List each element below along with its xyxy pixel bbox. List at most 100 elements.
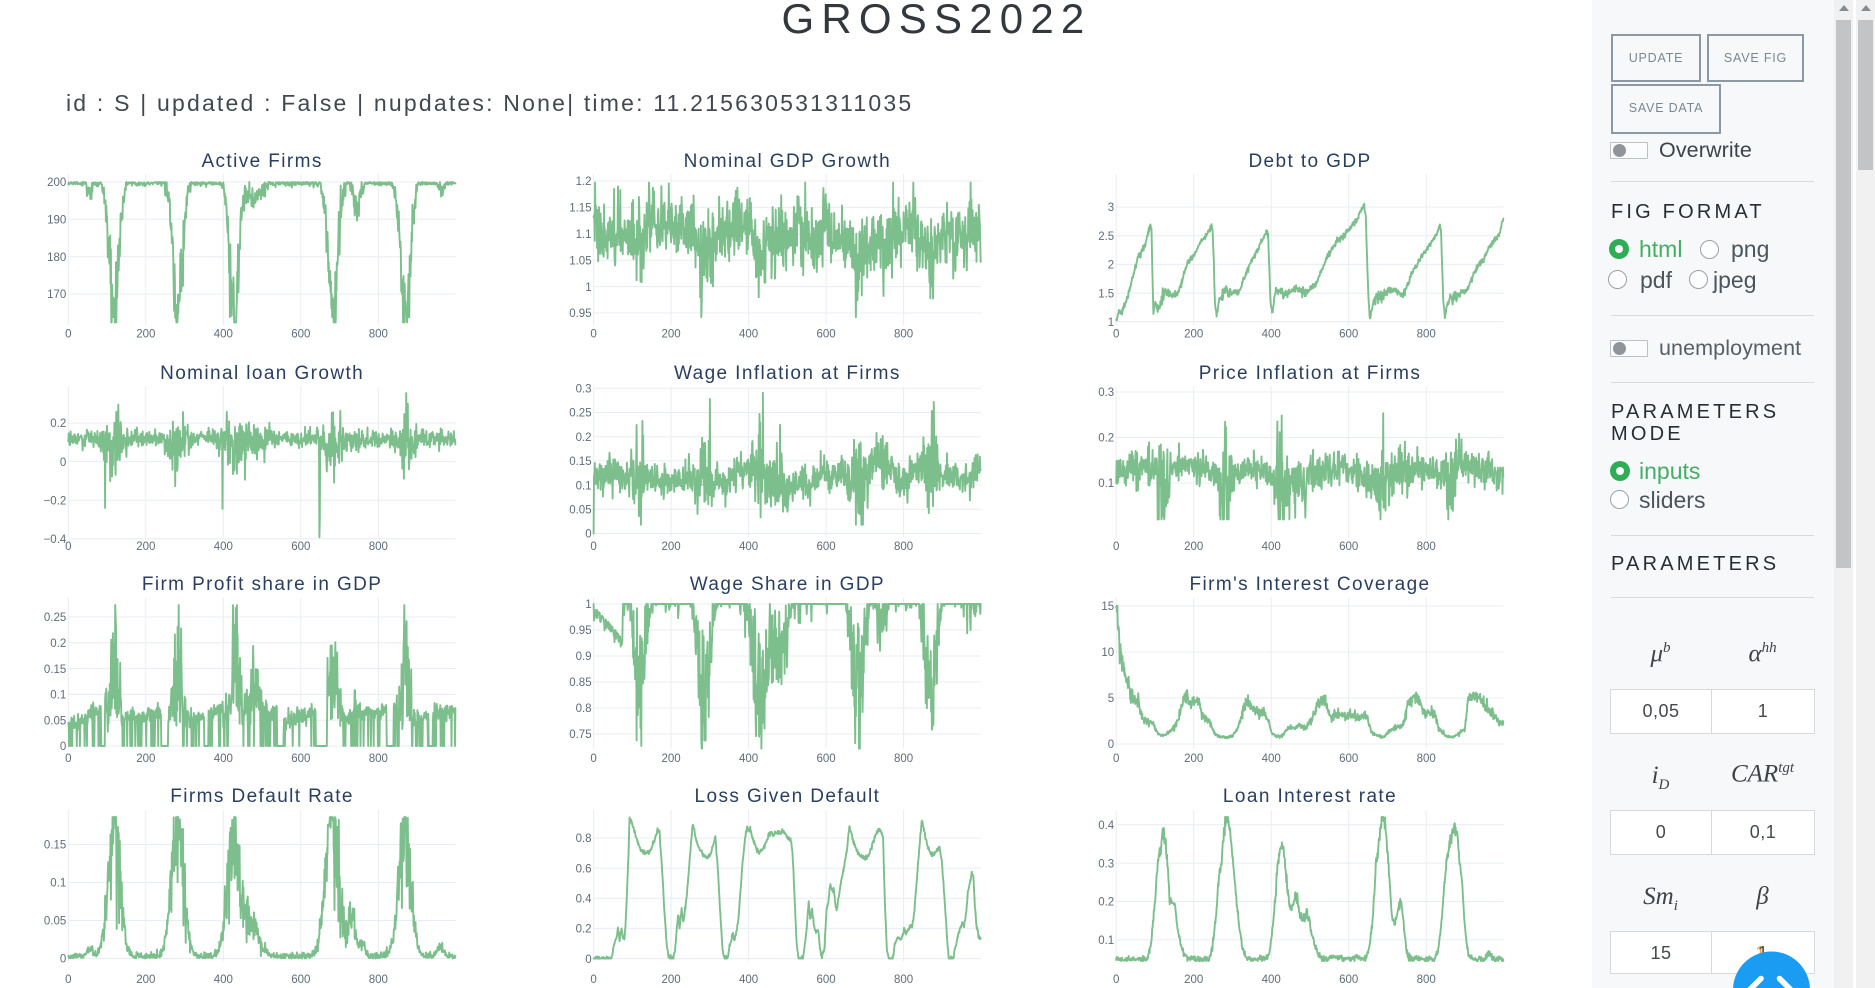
svg-text:800: 800 [1417,753,1436,765]
svg-text:−0.4: −0.4 [44,534,67,546]
svg-text:1.5: 1.5 [1098,288,1114,300]
svg-text:0.95: 0.95 [569,308,591,320]
svg-text:200: 200 [1184,328,1203,340]
svg-text:0.75: 0.75 [569,729,591,741]
svg-text:0.1: 0.1 [50,878,66,890]
svg-text:400: 400 [1262,753,1281,765]
svg-text:600: 600 [817,974,836,986]
svg-text:180: 180 [47,252,66,264]
svg-text:Nominal GDP Growth: Nominal GDP Growth [684,151,892,172]
svg-text:170: 170 [47,289,66,301]
svg-text:0: 0 [65,541,71,553]
svg-text:15: 15 [1101,601,1114,613]
svg-text:Firms Default Rate: Firms Default Rate [170,786,354,807]
svg-text:400: 400 [739,541,758,553]
svg-text:400: 400 [1262,328,1281,340]
svg-text:1: 1 [1108,317,1114,329]
svg-text:0: 0 [590,753,596,765]
svg-text:800: 800 [369,328,388,340]
svg-text:0: 0 [60,457,66,469]
svg-text:0.2: 0.2 [50,418,66,430]
svg-text:200: 200 [1184,974,1203,986]
svg-text:0.95: 0.95 [569,625,591,637]
svg-text:0.1: 0.1 [576,480,592,492]
svg-text:400: 400 [739,328,758,340]
svg-text:0.05: 0.05 [44,916,66,928]
svg-text:0: 0 [1113,974,1119,986]
svg-text:Firm Profit share in GDP: Firm Profit share in GDP [142,574,383,595]
svg-text:2.5: 2.5 [1098,231,1114,243]
svg-text:Firm's Interest Coverage: Firm's Interest Coverage [1189,574,1430,595]
svg-text:400: 400 [739,753,758,765]
svg-text:400: 400 [1262,541,1281,553]
svg-text:Active Firms: Active Firms [201,151,322,172]
svg-text:600: 600 [1339,753,1358,765]
svg-text:0.3: 0.3 [1098,858,1114,870]
svg-text:600: 600 [817,753,836,765]
svg-text:2: 2 [1108,260,1114,272]
svg-text:800: 800 [894,328,913,340]
svg-text:0.15: 0.15 [569,456,591,468]
svg-text:Wage Inflation at Firms: Wage Inflation at Firms [674,363,901,384]
svg-text:0: 0 [65,328,71,340]
svg-text:400: 400 [214,753,233,765]
svg-text:600: 600 [1339,328,1358,340]
svg-text:0.3: 0.3 [576,384,592,396]
svg-text:0: 0 [65,753,71,765]
svg-text:200: 200 [47,177,66,189]
svg-text:600: 600 [291,753,310,765]
svg-text:10: 10 [1101,647,1114,659]
svg-text:800: 800 [894,753,913,765]
svg-text:800: 800 [1417,974,1436,986]
svg-text:5: 5 [1108,693,1114,705]
svg-text:Loan Interest rate: Loan Interest rate [1223,786,1397,807]
svg-text:0: 0 [1108,739,1114,751]
svg-text:Loss Given Default: Loss Given Default [695,786,881,807]
svg-text:0: 0 [1113,753,1119,765]
svg-text:600: 600 [291,974,310,986]
svg-text:0.6: 0.6 [576,863,592,875]
svg-text:400: 400 [1262,974,1281,986]
svg-text:600: 600 [817,328,836,340]
svg-text:200: 200 [662,753,681,765]
svg-text:0.1: 0.1 [50,690,66,702]
svg-text:0: 0 [585,954,591,966]
svg-text:0.1: 0.1 [1098,935,1114,947]
svg-text:200: 200 [136,974,155,986]
svg-text:0.2: 0.2 [50,638,66,650]
svg-text:800: 800 [1417,541,1436,553]
svg-text:1: 1 [585,599,591,611]
svg-text:400: 400 [214,541,233,553]
svg-text:−0.2: −0.2 [44,495,67,507]
svg-text:200: 200 [662,328,681,340]
svg-text:0.25: 0.25 [569,408,591,420]
svg-text:200: 200 [1184,753,1203,765]
svg-text:600: 600 [291,541,310,553]
svg-text:800: 800 [369,541,388,553]
svg-text:0.05: 0.05 [569,505,591,517]
svg-text:400: 400 [214,328,233,340]
svg-text:0: 0 [60,741,66,753]
svg-text:0: 0 [65,974,71,986]
svg-text:0.8: 0.8 [576,833,592,845]
svg-text:Price Inflation at Firms: Price Inflation at Firms [1199,363,1422,384]
svg-text:0: 0 [590,974,596,986]
svg-text:1.15: 1.15 [569,203,591,215]
svg-text:800: 800 [894,541,913,553]
svg-text:0.2: 0.2 [1098,433,1114,445]
svg-text:1.1: 1.1 [576,229,592,241]
svg-text:600: 600 [817,541,836,553]
svg-text:0.4: 0.4 [576,894,593,906]
svg-text:0.3: 0.3 [1098,387,1114,399]
svg-text:0: 0 [585,529,591,541]
svg-text:200: 200 [136,753,155,765]
svg-text:0.1: 0.1 [1098,478,1114,490]
svg-text:800: 800 [369,753,388,765]
svg-text:600: 600 [1339,541,1358,553]
svg-text:1: 1 [585,282,591,294]
svg-text:600: 600 [1339,974,1358,986]
svg-text:0.15: 0.15 [44,840,66,852]
svg-text:800: 800 [894,974,913,986]
svg-text:200: 200 [662,974,681,986]
svg-text:1.05: 1.05 [569,255,591,267]
